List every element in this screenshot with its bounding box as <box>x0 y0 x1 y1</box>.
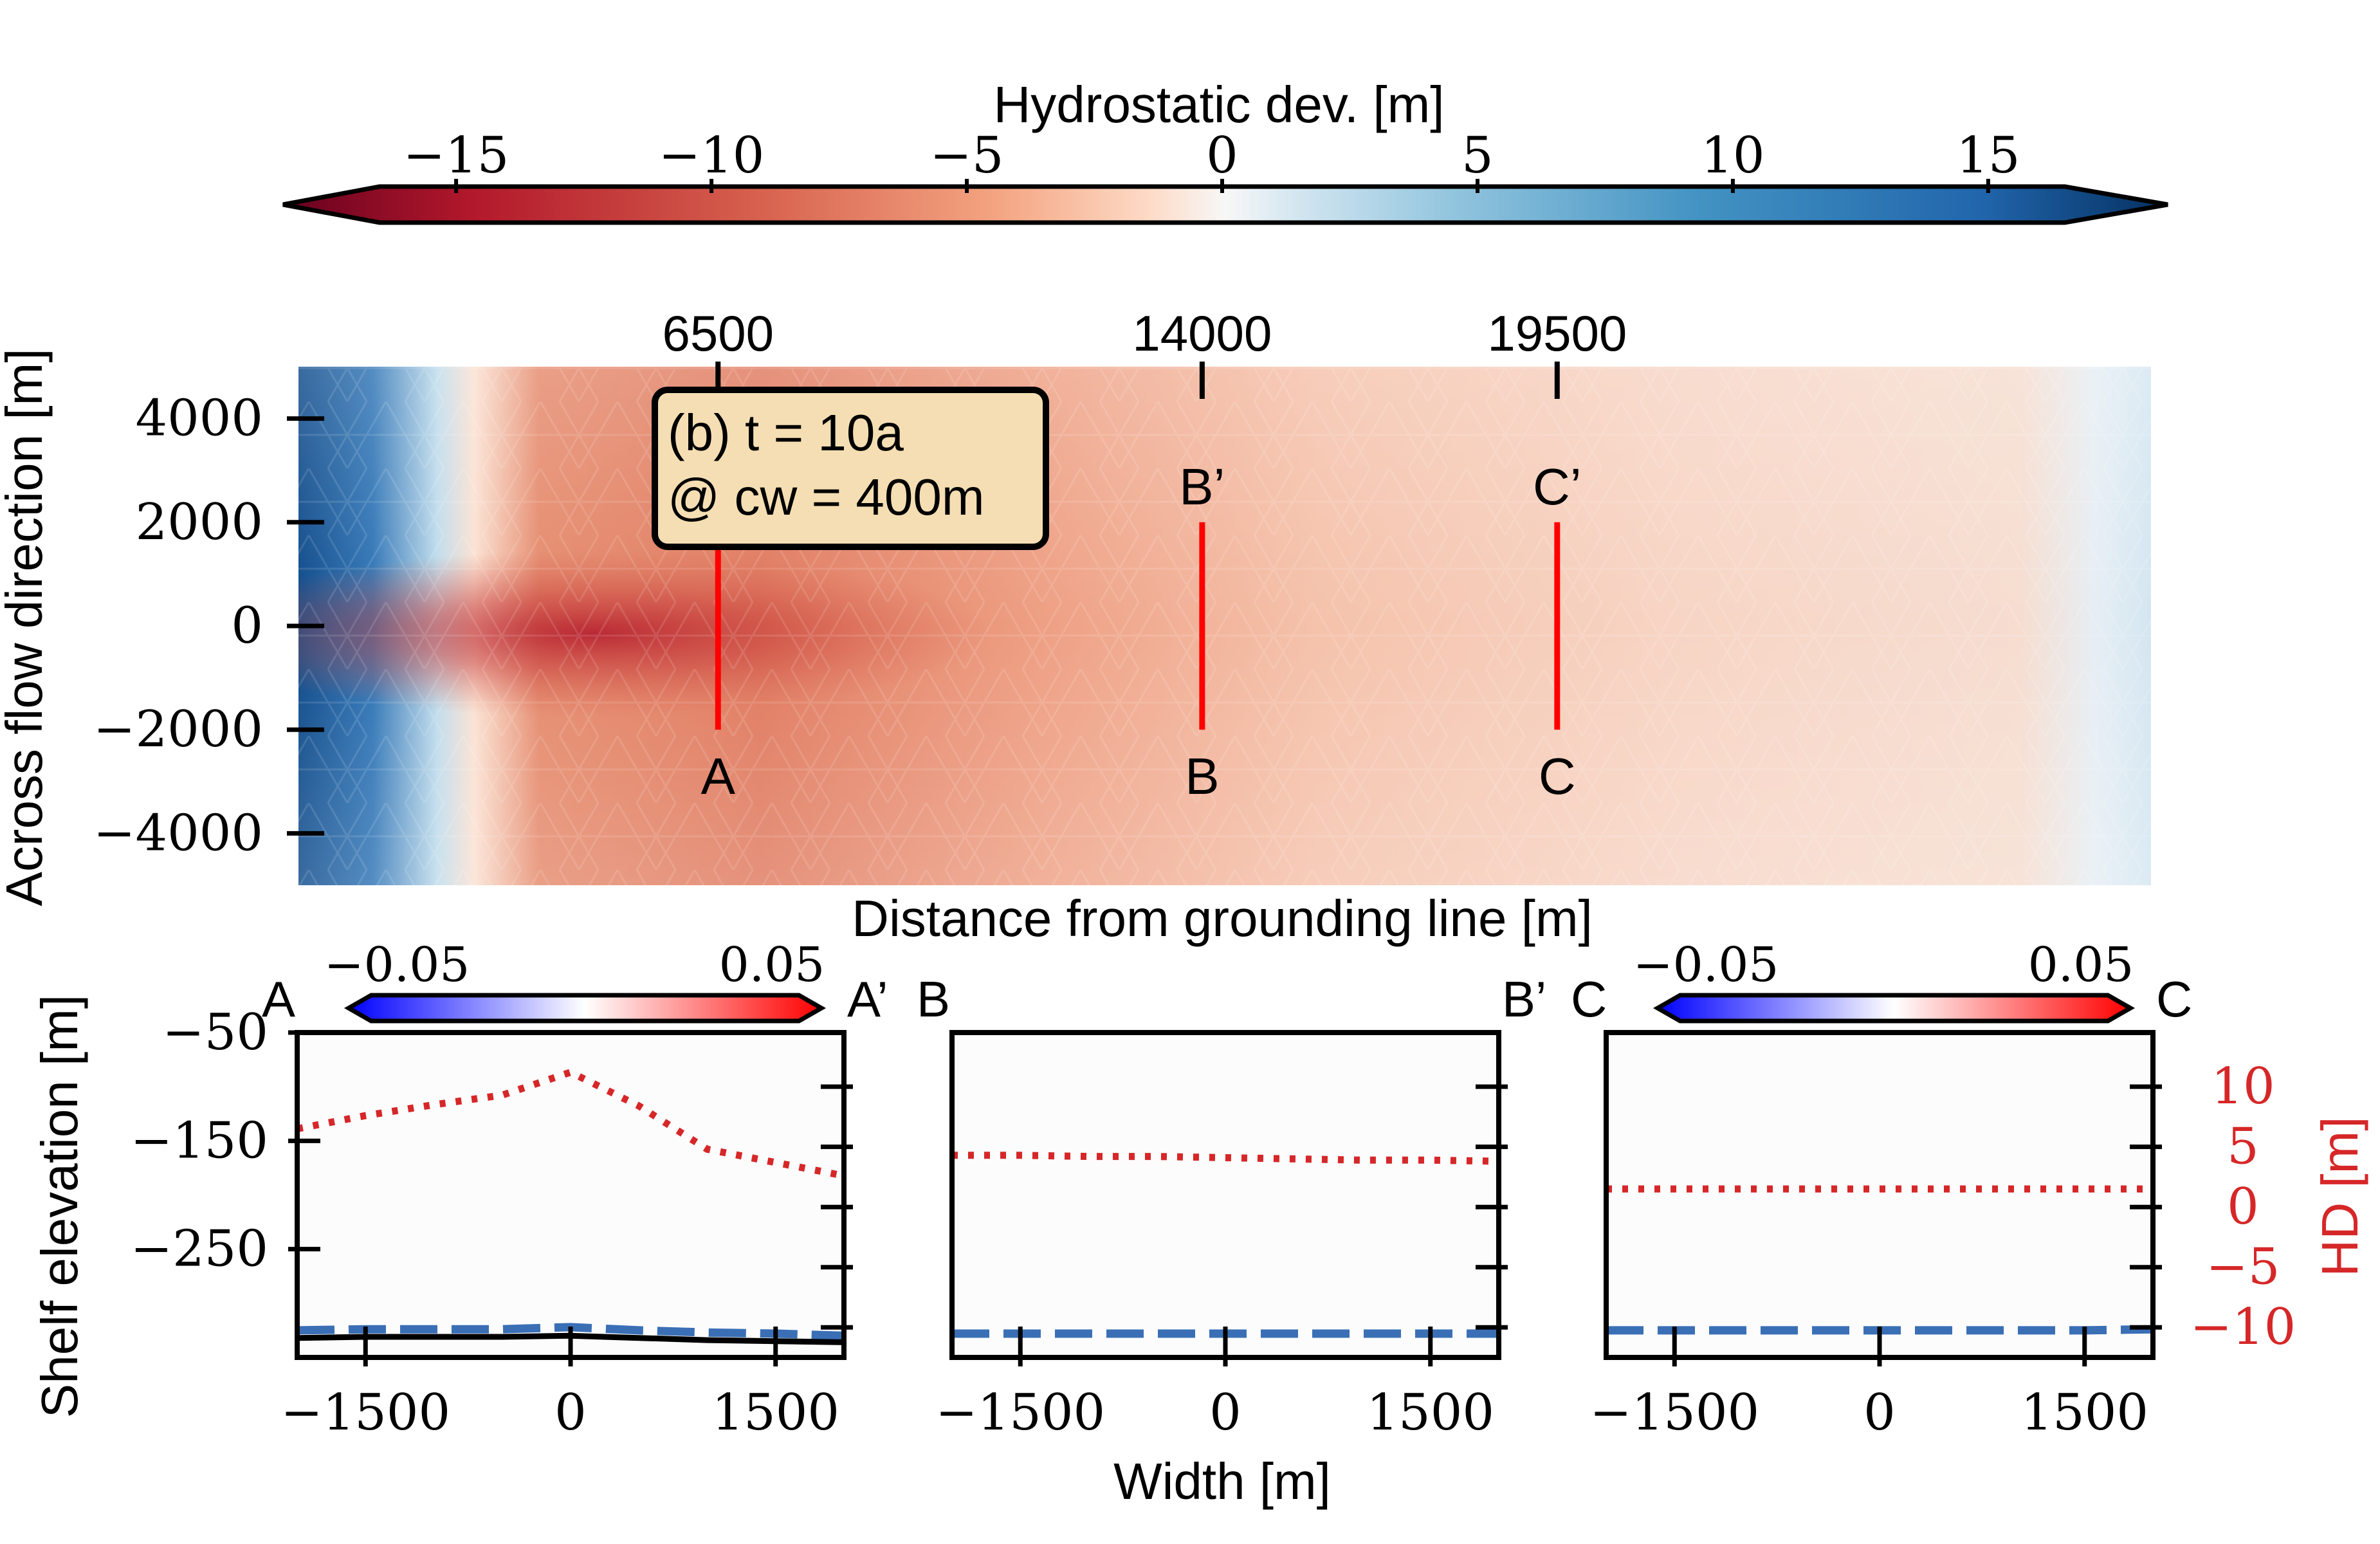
panel-colorbar-tick-label: 0.05 <box>719 937 825 993</box>
panel-left-label: A <box>262 971 295 1027</box>
colorbar-tick-label: −15 <box>403 127 509 185</box>
left-y-tick-label: −150 <box>131 1112 268 1170</box>
panel-right-label: C <box>2156 971 2192 1027</box>
section-start-label: A <box>701 748 736 805</box>
section-end-label: B’ <box>1179 458 1225 515</box>
right-y-tick-label: 0 <box>2227 1178 2259 1236</box>
colorbar-tick-label: 10 <box>1701 127 1764 185</box>
map-top-tick-label: 19500 <box>1487 305 1627 362</box>
map-y-tick-label: 2000 <box>135 493 263 551</box>
annotation-line-1: (b) t = 10a <box>668 404 904 461</box>
panel-colorbar: −0.05 0.05 <box>324 937 827 1024</box>
section-start-label: C <box>1539 748 1576 805</box>
annotation-line-2: @ cw = 400m <box>668 468 985 526</box>
colorbar-ticks: −15 −10 −5 0 5 10 15 <box>403 127 2020 193</box>
panel-colorbar-tick-label: −0.05 <box>1633 937 1779 993</box>
x-tick-label: 1500 <box>2020 1384 2148 1442</box>
panel-background <box>1606 1033 2153 1357</box>
colorbar-tick-label: 5 <box>1461 127 1494 185</box>
series-dotted-line <box>296 1068 845 1179</box>
bottom-y-label-left: Shelf elevation [m] <box>31 995 88 1418</box>
panel-b: −1500 0 1500 B B’ <box>917 971 1546 1442</box>
x-tick-label: −1500 <box>1589 1384 1759 1442</box>
map-top-tick-label: 14000 <box>1132 305 1272 362</box>
panel-colorbar-bar <box>343 993 827 1024</box>
map-x-label: Distance from grounding line [m] <box>852 890 1593 947</box>
right-y-tick-label: −5 <box>2206 1238 2280 1296</box>
section-start-label: B <box>1185 748 1219 805</box>
x-tick-label: 1500 <box>1366 1384 1494 1442</box>
map-y-tick-label: −2000 <box>93 701 263 758</box>
colorbar-tick-label: 0 <box>1206 127 1238 185</box>
map-top-tick-label: 6500 <box>662 305 774 362</box>
bottom-x-label: Width [m] <box>1113 1453 1331 1510</box>
map-top-axis: 6500 14000 19500 <box>662 305 1627 399</box>
panel-background <box>297 1033 844 1357</box>
map-y-tick-label: 0 <box>231 597 263 655</box>
panel-left-label: C <box>1571 971 1607 1027</box>
series-dotted-line <box>952 1152 1499 1165</box>
colorbar-tick-label: 15 <box>1956 127 2020 185</box>
bottom-y-label-right: HD [m] <box>2311 1117 2368 1277</box>
x-tick-label: 0 <box>1209 1384 1241 1442</box>
map-y-tick-label: −4000 <box>93 804 263 862</box>
panel-right-label: A’ <box>847 971 888 1027</box>
right-y-tick-label: 5 <box>2227 1118 2259 1176</box>
colorbar-label: Hydrostatic dev. [m] <box>994 76 1445 133</box>
annotation-box: (b) t = 10a @ cw = 400m <box>652 387 1049 550</box>
x-tick-label: 0 <box>554 1384 587 1442</box>
colorbar-tick-label: −10 <box>659 127 765 185</box>
panel-colorbar-bar <box>1652 993 2136 1024</box>
colorbar-main: Hydrostatic dev. [m] −15 −10 −5 0 5 10 15 <box>282 76 2168 225</box>
panel-colorbar-tick-label: 0.05 <box>2028 937 2134 993</box>
panel-left-label: B <box>917 971 950 1027</box>
x-tick-label: 1500 <box>711 1384 839 1442</box>
map-y-axis: 4000 2000 0 −2000 −4000 <box>93 390 324 862</box>
panel-colorbar-tick-label: −0.05 <box>324 937 470 993</box>
x-tick-label: 0 <box>1863 1384 1896 1442</box>
right-y-tick-label: 10 <box>2211 1058 2275 1116</box>
colorbar-bar <box>282 184 2168 225</box>
map-y-label: Across flow direction [m] <box>0 349 53 906</box>
panel-a: −1500 0 1500 −50 −150 −250 A A’ −0.05 0.05 <box>131 937 888 1442</box>
left-y-tick-label: −50 <box>162 1004 268 1062</box>
left-y-tick-label: −250 <box>131 1220 268 1278</box>
x-tick-label: −1500 <box>280 1384 450 1442</box>
panel-colorbar: −0.05 0.05 <box>1633 937 2136 1024</box>
section-end-label: C’ <box>1533 458 1582 515</box>
x-tick-label: −1500 <box>935 1384 1105 1442</box>
colorbar-tick-label: −5 <box>930 127 1004 185</box>
map-y-tick-label: 4000 <box>135 390 263 448</box>
panel-background <box>952 1033 1499 1357</box>
right-y-tick-label: −10 <box>2190 1298 2296 1356</box>
panel-right-label: B’ <box>1502 971 1546 1027</box>
